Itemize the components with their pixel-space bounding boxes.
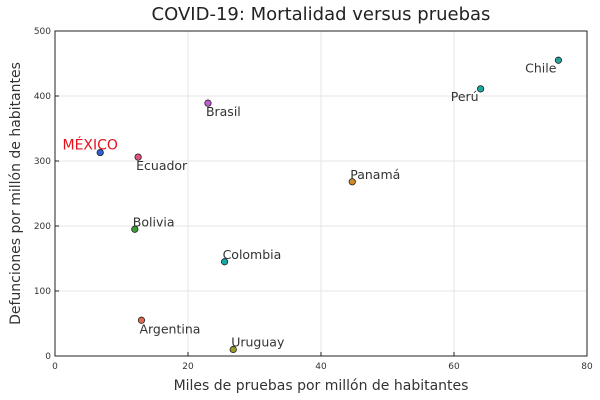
point-label: MÉXICO	[62, 137, 117, 154]
point-label: Brasil	[206, 104, 241, 119]
x-tick-label: 60	[448, 362, 460, 372]
data-point	[96, 148, 104, 157]
ticks: 0 20 40 60 80 0 100 200 300 400 500	[34, 27, 593, 372]
y-tick-label: 400	[34, 92, 51, 102]
point-label: Ecuador	[136, 158, 188, 173]
point-label: Argentina	[139, 321, 200, 336]
data-point	[134, 153, 142, 161]
x-tick-label: 40	[315, 362, 327, 372]
y-axis-label: Defunciones por millón de habitantes	[8, 62, 24, 325]
chart-title: COVID-19: Mortalidad versus pruebas	[152, 4, 491, 25]
data-point	[554, 56, 563, 64]
x-tick-label: 20	[182, 362, 194, 372]
x-tick-label: 80	[581, 362, 593, 372]
point-label: Perú	[451, 89, 479, 104]
data-point	[229, 345, 237, 354]
point-label: Panamá	[350, 167, 400, 182]
data-point	[476, 85, 485, 93]
x-tick-label: 0	[52, 362, 58, 372]
y-tick-label: 200	[34, 222, 51, 232]
point-label: Bolivia	[133, 214, 175, 229]
point-label: Chile	[525, 60, 557, 75]
y-tick-label: 0	[45, 352, 51, 362]
data-point	[204, 99, 212, 107]
data-point	[131, 225, 139, 233]
y-tick-label: 100	[34, 287, 51, 297]
data-point	[137, 316, 146, 324]
data-point	[348, 178, 356, 186]
point-label: Colombia	[223, 247, 282, 262]
grid	[54, 30, 588, 357]
data-points: Chile Perú Brasil MÉXICO Ecuador Panamá Bolivi…	[62, 56, 563, 354]
x-axis-label: Miles de pruebas por millón de habitante…	[174, 378, 469, 394]
data-point	[220, 258, 229, 266]
y-tick-label: 300	[34, 157, 51, 167]
point-label: Uruguay	[231, 335, 285, 350]
y-tick-label: 500	[34, 27, 51, 37]
